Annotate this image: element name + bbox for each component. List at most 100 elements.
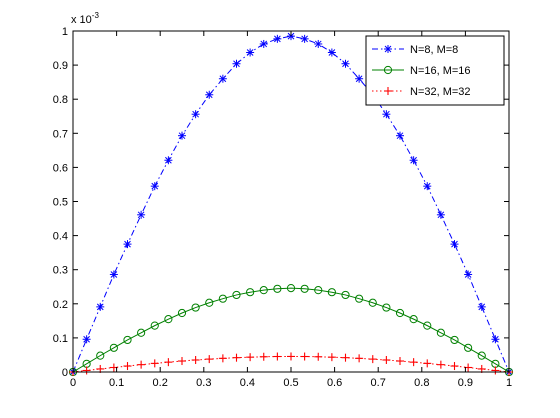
data-point [327, 353, 336, 362]
x-tick-label: 1 [506, 377, 512, 389]
data-point [436, 360, 445, 369]
data-point [232, 59, 241, 68]
x-tick-label: 0.5 [283, 377, 298, 389]
x-tick-label: 0.4 [240, 377, 255, 389]
data-point [205, 90, 214, 99]
data-point [205, 355, 214, 364]
data-point [287, 352, 295, 361]
y-tick-label: 0.9 [53, 60, 68, 72]
data-point [300, 284, 309, 293]
data-point [259, 352, 268, 361]
legend-label: N=16, M=16 [410, 65, 471, 77]
data-point [491, 335, 500, 344]
data-point [178, 357, 186, 366]
data-point [409, 358, 418, 367]
data-point [382, 110, 391, 119]
x-tick-label: 0 [70, 377, 76, 389]
y-tick-label: 0.2 [53, 299, 68, 311]
data-point [178, 131, 186, 140]
series-line [72, 35, 510, 373]
data-point [82, 366, 91, 375]
series-line [72, 355, 510, 373]
data-point [137, 360, 146, 369]
data-point [450, 362, 459, 371]
data-point [164, 358, 173, 367]
data-point [232, 290, 241, 300]
x-tick-label: 0.7 [371, 377, 386, 389]
data-point [109, 343, 118, 352]
data-point [409, 315, 418, 324]
data-point [205, 298, 214, 307]
data-point [191, 303, 200, 312]
data-point [383, 65, 393, 75]
legend: N=8, M=8 N=16, M=16 N=32, M=32 [365, 35, 505, 106]
data-point [150, 321, 159, 330]
data-point [300, 352, 309, 361]
legend-item: N=8, M=8 [372, 44, 458, 56]
x-tick-label: 0.9 [458, 377, 473, 389]
data-point [191, 355, 200, 364]
data-point [491, 366, 500, 375]
data-point [382, 303, 391, 312]
data-point [191, 110, 200, 119]
x-tick-label: 0.1 [109, 377, 124, 389]
x-tick-label: 0.6 [327, 377, 342, 389]
data-point [123, 335, 132, 345]
data-point [137, 210, 146, 219]
data-point [259, 286, 268, 295]
data-point [341, 353, 350, 362]
data-point [273, 34, 282, 43]
data-point [450, 335, 459, 345]
y-tick-label: 0.7 [53, 128, 68, 140]
data-point [259, 39, 268, 48]
y-tick-label: 0 [62, 367, 68, 379]
data-point [273, 352, 282, 361]
data-point [396, 131, 404, 140]
data-point [314, 352, 323, 361]
data-point [327, 48, 336, 57]
data-point [341, 290, 350, 300]
data-point [436, 210, 445, 219]
data-point [477, 302, 486, 311]
data-point [82, 335, 91, 344]
data-point [314, 286, 323, 295]
y-tick-label: 0.3 [53, 265, 68, 277]
y-tick-label: 0.1 [53, 333, 68, 345]
data-point [286, 284, 296, 293]
series-line [72, 287, 510, 373]
data-point [355, 354, 364, 363]
data-point [273, 284, 282, 293]
data-point [423, 182, 432, 191]
data-point [368, 355, 377, 364]
y-tick-label: 0.6 [53, 162, 68, 174]
data-point [218, 294, 227, 303]
data-point [368, 298, 377, 307]
data-point [355, 294, 364, 303]
data-point [177, 308, 187, 318]
y-tick-label: 0.4 [53, 231, 68, 243]
data-point [384, 87, 392, 95]
y-tick-label: 1 [62, 26, 68, 38]
data-point [96, 302, 105, 311]
data-point [150, 359, 159, 368]
data-point [464, 270, 473, 279]
data-point [150, 182, 159, 191]
legend-label: N=8, M=8 [410, 44, 458, 56]
data-point [395, 308, 405, 318]
data-point [164, 156, 173, 165]
data-point [246, 48, 255, 57]
data-point [396, 357, 404, 366]
data-point [423, 321, 432, 330]
legend-item: N=32, M=32 [372, 86, 471, 98]
data-point [314, 39, 323, 48]
data-point [218, 74, 227, 83]
data-point [450, 240, 459, 249]
series-2 [68, 284, 514, 377]
x-tick-label: 0.3 [196, 377, 211, 389]
data-point [218, 354, 227, 363]
legend-label: N=32, M=32 [410, 86, 471, 98]
data-point [382, 355, 391, 364]
data-point [232, 353, 241, 362]
data-point [137, 328, 146, 337]
